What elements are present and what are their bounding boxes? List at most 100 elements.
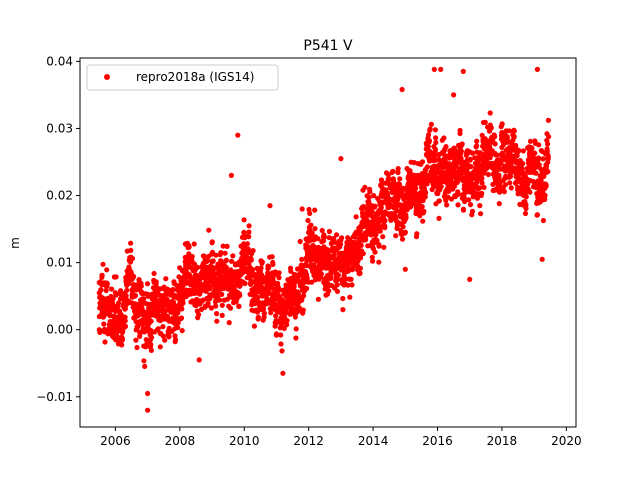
data-point bbox=[540, 156, 546, 162]
data-point bbox=[453, 163, 459, 169]
data-point bbox=[276, 275, 282, 281]
data-point bbox=[196, 311, 202, 318]
y-tick-label: 0.01 bbox=[46, 256, 73, 270]
legend: repro2018a (IGS14) bbox=[86, 64, 279, 91]
data-point bbox=[520, 148, 527, 154]
data-point bbox=[545, 141, 551, 147]
data-point bbox=[122, 306, 128, 312]
data-point bbox=[514, 153, 520, 159]
data-point bbox=[301, 293, 307, 299]
data-point bbox=[134, 344, 140, 351]
data-point bbox=[189, 253, 195, 260]
data-point bbox=[441, 174, 447, 180]
data-point bbox=[145, 293, 151, 299]
data-point bbox=[403, 215, 409, 221]
data-point bbox=[297, 271, 303, 277]
data-point bbox=[268, 310, 274, 316]
data-point bbox=[241, 217, 247, 223]
data-point bbox=[276, 270, 282, 276]
data-point bbox=[340, 295, 346, 302]
data-point bbox=[467, 156, 473, 162]
data-point bbox=[542, 196, 548, 202]
data-point bbox=[380, 234, 386, 240]
data-point bbox=[508, 185, 514, 191]
data-point bbox=[504, 135, 510, 141]
data-point bbox=[227, 305, 234, 311]
data-point bbox=[507, 173, 514, 179]
data-point bbox=[315, 296, 321, 302]
data-point bbox=[128, 240, 134, 246]
data-point bbox=[501, 189, 507, 195]
data-point bbox=[352, 239, 358, 246]
data-point bbox=[420, 218, 426, 224]
data-point bbox=[533, 170, 539, 176]
data-point bbox=[334, 282, 340, 288]
data-point bbox=[96, 290, 102, 296]
data-point bbox=[455, 202, 461, 208]
data-point bbox=[118, 288, 124, 294]
data-point bbox=[273, 313, 279, 319]
data-point bbox=[235, 132, 241, 138]
data-point bbox=[479, 190, 485, 196]
data-point bbox=[523, 205, 529, 212]
legend-marker bbox=[104, 74, 110, 80]
data-point bbox=[458, 148, 464, 154]
data-point bbox=[358, 242, 364, 248]
data-point bbox=[179, 306, 185, 312]
data-point bbox=[122, 323, 129, 329]
data-point bbox=[353, 214, 359, 220]
data-point bbox=[502, 182, 508, 188]
data-point bbox=[366, 194, 372, 201]
data-point bbox=[335, 272, 341, 278]
data-point bbox=[242, 280, 248, 287]
data-point bbox=[345, 282, 351, 288]
data-point bbox=[261, 306, 267, 312]
data-point bbox=[191, 241, 197, 247]
data-point bbox=[280, 370, 286, 376]
data-point bbox=[175, 324, 181, 331]
data-point bbox=[261, 310, 267, 316]
data-point bbox=[113, 274, 119, 280]
data-point bbox=[283, 307, 289, 313]
data-point bbox=[309, 230, 315, 236]
data-point bbox=[201, 253, 207, 259]
data-point bbox=[309, 279, 315, 285]
data-point bbox=[487, 110, 493, 116]
data-point bbox=[109, 286, 115, 292]
data-point bbox=[455, 191, 462, 197]
data-point bbox=[369, 213, 375, 219]
y-axis-label: m bbox=[8, 237, 22, 249]
x-axis: 2006 2008 2010 2012 2014 2016 2018 2020 bbox=[100, 427, 582, 448]
data-point bbox=[153, 279, 159, 285]
data-point bbox=[536, 162, 542, 168]
data-point bbox=[103, 287, 109, 294]
data-point bbox=[293, 326, 299, 332]
data-point bbox=[100, 261, 106, 267]
data-point bbox=[250, 267, 256, 273]
data-point bbox=[176, 274, 182, 280]
data-point bbox=[299, 206, 305, 212]
data-point bbox=[299, 256, 305, 262]
data-point bbox=[223, 257, 229, 263]
data-point bbox=[104, 281, 110, 287]
data-point bbox=[145, 407, 151, 413]
data-point bbox=[367, 189, 373, 195]
data-point bbox=[357, 270, 363, 276]
data-point bbox=[122, 318, 128, 324]
x-tick-label: 2008 bbox=[165, 434, 196, 448]
data-point bbox=[207, 296, 213, 302]
data-point bbox=[393, 214, 399, 220]
data-point bbox=[160, 333, 166, 339]
data-point bbox=[542, 192, 548, 198]
data-point bbox=[217, 297, 223, 303]
data-point bbox=[498, 160, 504, 166]
data-point bbox=[360, 250, 366, 257]
y-tick-label: 0.02 bbox=[46, 189, 73, 203]
data-point bbox=[543, 163, 550, 169]
data-point bbox=[448, 196, 455, 202]
data-point bbox=[255, 294, 261, 300]
data-point bbox=[379, 199, 386, 205]
data-point bbox=[218, 250, 224, 256]
data-point bbox=[470, 150, 476, 156]
data-point bbox=[137, 330, 143, 336]
